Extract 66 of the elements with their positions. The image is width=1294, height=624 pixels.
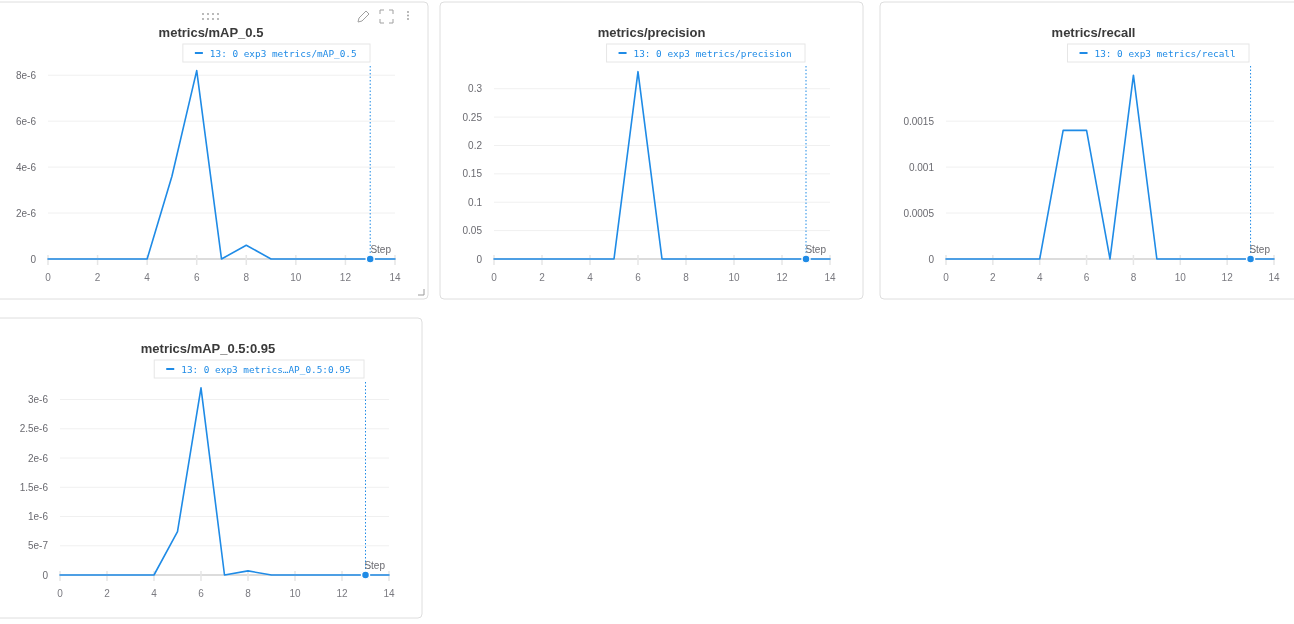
y-tick-label: 1e-6 xyxy=(27,511,49,523)
x-tick-label: 6 xyxy=(1083,272,1090,283)
y-tick-label: 0 xyxy=(42,569,49,581)
x-tick-label: 4 xyxy=(587,272,594,283)
x-tick-label: 12 xyxy=(339,272,352,283)
x-tick-label: 6 xyxy=(635,272,642,283)
y-tick-label: 0.05 xyxy=(462,225,483,237)
y-tick-label: 0 xyxy=(928,253,935,265)
x-tick-label: 14 xyxy=(389,272,401,283)
x-tick-label: 4 xyxy=(144,272,151,283)
y-tick-label: 0.001 xyxy=(908,161,935,173)
y-tick-label: 0.0015 xyxy=(903,115,935,127)
x-axis-title: Step xyxy=(805,244,827,255)
y-tick-label: 3e-6 xyxy=(27,394,49,406)
x-tick-label: 10 xyxy=(289,588,301,599)
x-tick-label: 2 xyxy=(539,272,546,283)
y-tick-label: 0.15 xyxy=(462,168,483,180)
x-tick-label: 0 xyxy=(943,272,950,283)
y-tick-label: 2.5e-6 xyxy=(19,423,49,435)
chart-title: metrics/recall xyxy=(1051,25,1136,40)
y-tick-label: 0.2 xyxy=(468,139,483,151)
y-tick-label: 0.3 xyxy=(468,83,483,95)
x-tick-label: 8 xyxy=(683,272,690,283)
x-tick-label: 0 xyxy=(491,272,498,283)
y-tick-label: 1.5e-6 xyxy=(19,481,49,493)
x-tick-label: 2 xyxy=(990,272,997,283)
x-tick-label: 8 xyxy=(1130,272,1137,283)
x-tick-label: 8 xyxy=(245,588,252,599)
x-axis-title: Step xyxy=(364,560,386,571)
x-tick-label: 12 xyxy=(1221,272,1234,283)
chart-title: metrics/mAP_0.5 xyxy=(158,25,264,40)
x-tick-label: 14 xyxy=(824,272,836,283)
chart-title: metrics/mAP_0.5:0.95 xyxy=(140,341,276,356)
x-tick-label: 14 xyxy=(1268,272,1280,283)
x-tick-label: 2 xyxy=(94,272,101,283)
x-tick-label: 4 xyxy=(151,588,158,599)
x-tick-label: 0 xyxy=(57,588,64,599)
x-tick-label: 6 xyxy=(198,588,205,599)
x-tick-label: 2 xyxy=(104,588,111,599)
x-tick-label: 10 xyxy=(1174,272,1187,283)
y-tick-label: 0.1 xyxy=(468,196,483,208)
y-tick-label: 8e-6 xyxy=(15,69,37,81)
legend-label: 13: 0 exp3 metrics/recall xyxy=(1094,47,1236,59)
x-axis-title: Step xyxy=(1249,244,1271,255)
x-tick-label: 12 xyxy=(776,272,788,283)
legend-label: 13: 0 exp3 metrics/precision xyxy=(633,47,792,59)
y-tick-label: 2e-6 xyxy=(27,452,49,464)
legend-label: 13: 0 exp3 metrics/mAP_0.5 xyxy=(209,47,357,59)
x-tick-label: 8 xyxy=(243,272,250,283)
x-tick-label: 6 xyxy=(193,272,200,283)
y-tick-label: 6e-6 xyxy=(15,115,37,127)
y-tick-label: 0 xyxy=(476,253,483,265)
x-tick-label: 4 xyxy=(1036,272,1043,283)
y-tick-label: 0.25 xyxy=(462,111,483,123)
legend-label: 13: 0 exp3 metrics…AP_0.5:0.95 xyxy=(181,363,351,375)
x-tick-label: 10 xyxy=(728,272,740,283)
y-tick-label: 5e-7 xyxy=(27,540,49,552)
x-tick-label: 10 xyxy=(290,272,302,283)
x-axis-title: Step xyxy=(370,244,392,255)
x-tick-label: 12 xyxy=(336,588,348,599)
y-tick-label: 0.0005 xyxy=(903,207,935,219)
y-tick-label: 2e-6 xyxy=(15,207,37,219)
y-tick-label: 4e-6 xyxy=(15,161,37,173)
chart-title: metrics/precision xyxy=(597,25,706,40)
y-tick-label: 0 xyxy=(30,253,37,265)
x-tick-label: 14 xyxy=(383,588,395,599)
